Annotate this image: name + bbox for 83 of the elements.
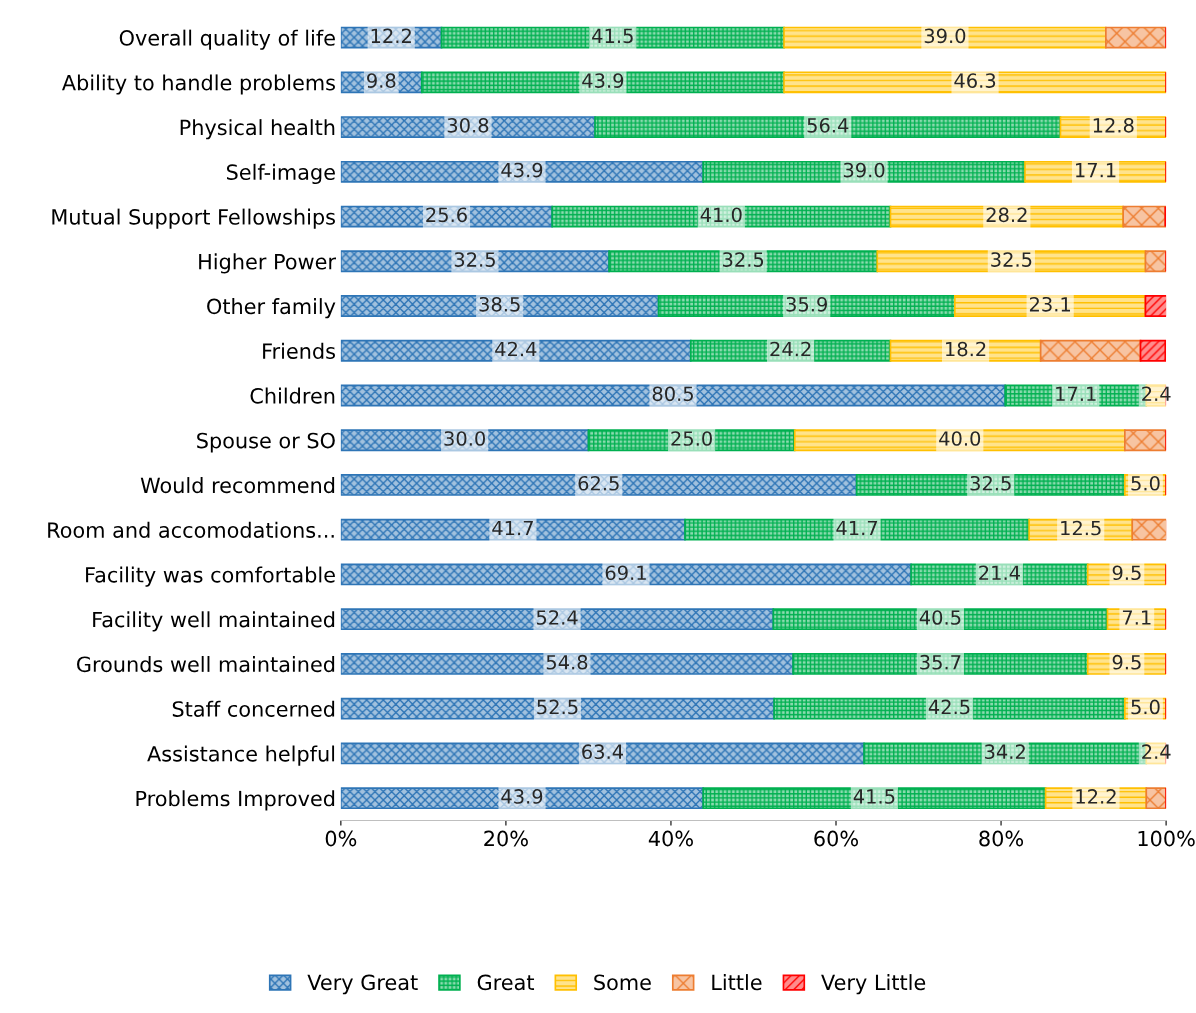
data-label: 25.6: [426, 207, 467, 223]
data-label: 32.5: [991, 252, 1032, 267]
data-label: 9.5: [1112, 654, 1141, 670]
y-tick-label: Assistance helpful: [147, 745, 335, 766]
data-label: 35.7: [920, 654, 961, 670]
legend-label: Little: [712, 974, 762, 991]
data-label: 40.5: [919, 610, 961, 625]
data-label: 17.1: [1056, 386, 1096, 401]
data-label: 56.4: [807, 117, 849, 133]
data-label: 63.4: [582, 744, 624, 760]
data-label: 12.2: [1076, 789, 1116, 804]
data-label: 9.8: [367, 73, 396, 88]
data-label: 69.1: [605, 565, 646, 581]
data-label: 43.9: [582, 73, 624, 88]
y-tick-label: Grounds well maintained: [77, 656, 335, 673]
data-label: 41.0: [700, 207, 742, 223]
data-label: 43.9: [501, 789, 543, 804]
data-label: 2.4: [1142, 744, 1171, 759]
y-tick-label: Mutual Support Fellowships: [52, 208, 335, 229]
data-label: 32.5: [723, 252, 764, 267]
data-label: 41.5: [592, 28, 633, 44]
data-label: 5.0: [1131, 475, 1160, 491]
y-tick-label: Room and accomodations...: [48, 521, 334, 538]
data-label: 39.0: [843, 162, 885, 178]
data-label: 24.2: [770, 341, 811, 357]
y-tick-label: Facility well maintained: [93, 611, 335, 632]
legend-label: Very Little: [821, 974, 926, 995]
data-label: 41.7: [492, 520, 533, 536]
y-tick-label: Overall quality of life: [119, 29, 335, 50]
legend-label: Great: [477, 974, 535, 991]
data-label: 17.1: [1076, 162, 1116, 178]
data-label: 35.9: [786, 296, 827, 312]
data-label: 12.8: [1093, 117, 1134, 133]
data-label: 41.5: [853, 789, 895, 804]
data-label: 62.5: [578, 475, 619, 491]
data-label: 18.2: [946, 341, 986, 357]
y-tick-label: Friends: [263, 342, 335, 359]
data-label: 21.4: [979, 565, 1020, 580]
data-label: 32.5: [454, 252, 495, 267]
data-label: 52.5: [537, 699, 578, 715]
y-tick-label: Higher Power: [199, 253, 336, 274]
data-label: 12.2: [371, 28, 411, 43]
y-tick-label: Ability to handle problems: [61, 74, 335, 95]
x-tick-label: 40%: [648, 830, 693, 847]
y-tick-label: Children: [250, 387, 335, 404]
data-label: 25.0: [671, 431, 712, 446]
data-label: 5.0: [1131, 699, 1160, 715]
y-tick-label: Problems Improved: [136, 790, 335, 811]
data-label: 32.5: [970, 475, 1011, 491]
y-tick-label: Other family: [207, 298, 336, 319]
data-label: 7.1: [1122, 610, 1151, 625]
data-label: 2.4: [1142, 386, 1171, 401]
data-label: 43.9: [501, 162, 543, 178]
y-tick-label: Staff concerned: [172, 700, 335, 717]
data-label: 9.5: [1112, 565, 1141, 581]
data-label: 38.5: [479, 296, 520, 312]
data-label: 41.7: [836, 520, 878, 536]
x-tick-label: 0%: [325, 830, 357, 847]
data-label: 40.0: [939, 431, 981, 446]
y-tick-label: Self-image: [226, 163, 335, 185]
data-label: 80.5: [652, 386, 693, 402]
data-label: 42.5: [928, 699, 970, 715]
x-tick-label: 20%: [484, 830, 528, 847]
y-tick-label: Physical health: [180, 119, 335, 140]
data-label: 23.1: [1029, 296, 1071, 312]
data-label: 54.8: [546, 654, 588, 670]
data-label: 28.2: [986, 207, 1027, 223]
data-label: 46.3: [954, 73, 996, 88]
y-tick-label: Spouse or SO: [197, 432, 335, 453]
data-label: 42.4: [495, 341, 537, 357]
x-tick-label: 80%: [979, 830, 1024, 847]
data-label: 52.4: [536, 610, 578, 625]
x-tick-label: 100%: [1138, 830, 1195, 847]
x-tick-label: 60%: [814, 830, 859, 847]
data-label: 12.5: [1061, 520, 1101, 536]
data-label: 30.8: [447, 117, 489, 133]
legend-label: Very Great: [307, 974, 418, 995]
y-tick-label: Would recommend: [140, 477, 335, 494]
data-label: 34.2: [985, 744, 1025, 760]
data-label: 39.0: [924, 28, 966, 44]
legend-label: Some: [594, 974, 651, 991]
data-label: 30.0: [444, 431, 485, 446]
y-tick-label: Facility was comfortable: [86, 566, 335, 587]
